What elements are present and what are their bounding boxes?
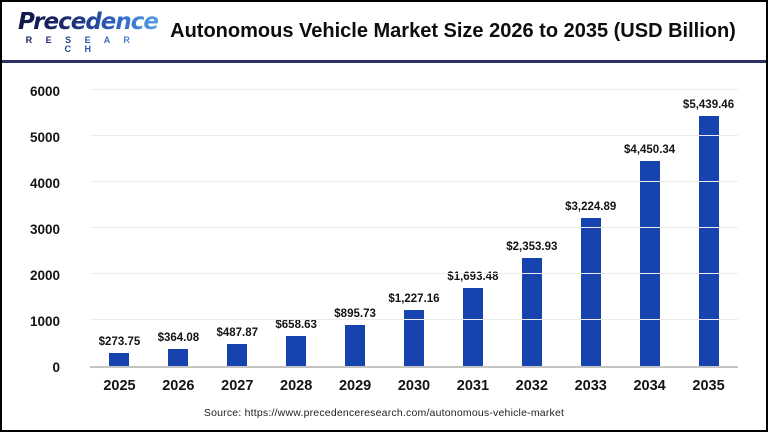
header: Precedence R E S E A R C H Autonomous Ve… — [2, 2, 766, 63]
chart-title: Autonomous Vehicle Market Size 2026 to 2… — [170, 19, 736, 42]
bar-value-label: $4,450.34 — [624, 144, 676, 157]
bar-value-label: $895.73 — [334, 307, 376, 320]
bar-slot: $5,439.46 2035 — [679, 92, 738, 394]
bar-value-label: $1,693.48 — [447, 271, 499, 284]
y-axis-tick-label: 6000 — [29, 84, 60, 99]
bar-slot: $2,353.93 2032 — [502, 92, 561, 394]
x-axis-tick-label: 2027 — [221, 378, 254, 394]
bar — [639, 161, 660, 366]
bar-value-label: $364.08 — [157, 332, 200, 345]
x-axis-tick-label: 2026 — [162, 378, 195, 394]
source-caption: Source: https://www.precedenceresearch.c… — [203, 407, 565, 419]
x-axis-tick-label: 2031 — [456, 378, 490, 394]
bar-value-label: $5,439.46 — [682, 98, 735, 111]
bar-value-label: $3,224.89 — [565, 200, 617, 213]
x-axis-tick-label: 2035 — [692, 378, 725, 394]
x-axis-tick-label: 2032 — [515, 378, 548, 394]
y-axis-tick-label: 0 — [52, 360, 60, 375]
x-axis-tick-label: 2034 — [633, 378, 666, 394]
bar-value-label: $2,353.93 — [506, 240, 558, 253]
bar-slot: $4,450.34 2034 — [620, 92, 679, 394]
bar — [109, 353, 130, 366]
logo-subtitle: R E S E A R C H — [18, 36, 143, 54]
logo-wordmark: Precedence — [18, 9, 159, 35]
bar-slot: $658.63 2028 — [267, 92, 326, 394]
bar-slot: $895.73 2029 — [326, 92, 385, 394]
y-axis-tick-label: 2000 — [29, 268, 60, 283]
gridline — [90, 319, 738, 320]
gridline — [90, 227, 738, 228]
bar-slot: $1,693.48 2031 — [443, 92, 502, 394]
bar — [580, 217, 601, 366]
gridline — [90, 135, 738, 136]
bar-value-label: $487.87 — [216, 326, 259, 339]
bar-slot: $1,227.16 2030 — [385, 92, 444, 394]
bar-value-label: $273.75 — [98, 336, 141, 349]
y-axis-tick-label: 5000 — [29, 130, 60, 145]
bar — [286, 335, 307, 366]
bar — [403, 309, 424, 366]
x-axis-tick-label: 2028 — [280, 378, 313, 394]
x-axis-tick-label: 2030 — [397, 378, 431, 394]
gridline — [90, 181, 738, 182]
x-axis-tick-label: 2025 — [103, 378, 136, 394]
bar — [227, 343, 248, 366]
bar-slots: $273.75 2025 $364.08 2026 $487.87 2027 $658.63… — [90, 92, 738, 394]
bar-slot: $364.08 2026 — [149, 92, 208, 394]
x-axis-tick-label: 2033 — [574, 378, 607, 394]
bar — [462, 288, 483, 366]
precedence-logo: Precedence R E S E A R C H — [18, 11, 159, 54]
y-axis-tick-label: 3000 — [29, 222, 60, 237]
bar-value-label: $1,227.16 — [388, 292, 440, 305]
bar-value-label: $658.63 — [275, 318, 317, 331]
bar-slot: $487.87 2027 — [208, 92, 267, 394]
bar-slot: $3,224.89 2033 — [561, 92, 620, 394]
gridline — [90, 273, 738, 274]
bar — [698, 115, 719, 366]
y-axis-labels: 0 1000 2000 3000 4000 5000 6000 — [2, 84, 60, 375]
bar-slot: $273.75 2025 — [90, 92, 149, 394]
y-axis-tick-label: 4000 — [29, 176, 60, 191]
bar — [345, 324, 366, 366]
x-axis-tick-label: 2029 — [338, 378, 372, 394]
bar — [168, 349, 189, 366]
gridline — [90, 89, 738, 90]
y-axis-tick-label: 1000 — [29, 314, 60, 329]
bar-chart-plot-area: $273.75 2025 $364.08 2026 $487.87 2027 $658.63… — [90, 89, 738, 394]
bar — [521, 257, 542, 366]
